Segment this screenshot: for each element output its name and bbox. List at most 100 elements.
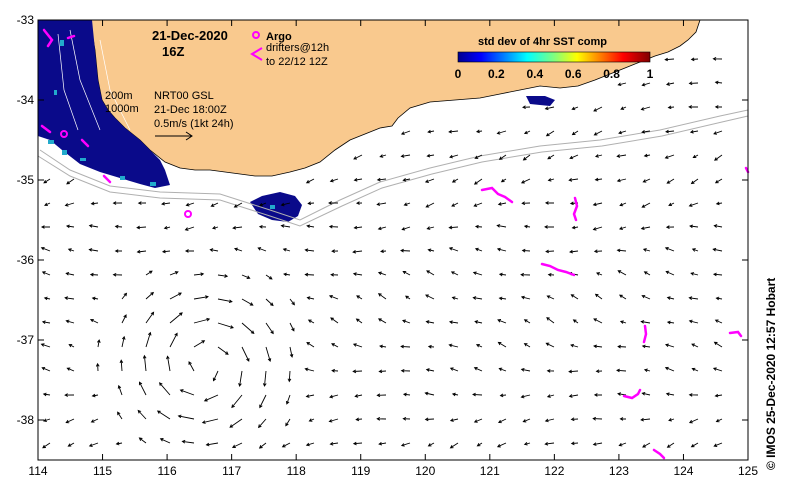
colorbar-tick-label: 0.4 — [526, 67, 543, 81]
current-arrow — [262, 370, 267, 387]
current-arrow — [594, 154, 603, 158]
current-arrow — [448, 225, 459, 230]
current-arrow — [259, 394, 267, 409]
current-arrow — [425, 368, 435, 372]
product-time-label: 21-Dec 18:00Z — [154, 104, 227, 116]
drifter-track — [540, 262, 576, 277]
current-arrow — [401, 226, 411, 231]
current-arrow — [690, 442, 699, 448]
x-tick-label: 115 — [93, 464, 112, 478]
current-arrow — [427, 248, 435, 253]
current-arrow — [448, 320, 459, 324]
current-arrow — [169, 312, 183, 324]
current-arrow — [426, 153, 435, 158]
current-arrow — [688, 105, 699, 109]
current-arrow — [282, 248, 291, 252]
current-arrow — [713, 224, 723, 228]
current-arrow — [449, 418, 459, 422]
current-arrow — [547, 272, 555, 277]
current-arrow — [257, 247, 267, 252]
current-arrow — [616, 154, 627, 158]
current-arrow — [203, 394, 219, 402]
current-arrow — [546, 317, 555, 324]
current-arrow — [571, 106, 579, 111]
current-arrow — [474, 247, 483, 252]
current-arrow — [641, 294, 651, 300]
current-arrow — [544, 418, 555, 423]
current-arrow — [142, 354, 147, 372]
y-tick-label: -35 — [17, 173, 35, 187]
current-arrow — [500, 178, 507, 183]
current-arrow — [280, 224, 291, 228]
current-arrow — [522, 105, 531, 110]
product-label: NRT00 GSL — [154, 90, 214, 102]
isobath-lines — [57, 29, 131, 131]
current-arrow — [691, 343, 699, 348]
contour-1000m-label: 1000m — [105, 103, 139, 115]
current-arrow — [713, 130, 723, 135]
current-arrow — [400, 344, 411, 349]
current-arrow — [161, 249, 171, 254]
current-arrow — [232, 226, 243, 230]
current-arrow — [619, 226, 627, 230]
current-arrow — [448, 247, 459, 252]
current-arrow — [545, 342, 555, 348]
current-arrow — [520, 394, 531, 399]
current-arrow — [355, 318, 363, 324]
current-arrow — [570, 441, 579, 446]
current-arrow — [258, 442, 267, 449]
current-arrow — [713, 341, 723, 348]
current-arrow — [593, 344, 603, 349]
current-arrow — [169, 271, 179, 276]
current-arrow — [666, 442, 675, 448]
current-arrow — [592, 416, 603, 421]
current-arrow — [330, 317, 339, 324]
current-arrow — [40, 246, 51, 252]
current-arrow — [114, 224, 123, 229]
current-arrow — [283, 272, 291, 277]
current-arrow — [233, 202, 243, 208]
current-arrow — [473, 178, 483, 185]
current-arrow — [712, 247, 723, 252]
current-arrow — [201, 418, 219, 424]
current-arrow — [546, 295, 555, 300]
current-arrow — [544, 441, 555, 446]
current-arrow — [617, 82, 627, 87]
current-arrow — [691, 248, 699, 252]
current-arrow — [238, 370, 243, 387]
current-arrow — [352, 343, 363, 348]
current-arrow — [450, 271, 459, 276]
y-tick-label: -38 — [17, 413, 35, 427]
current-arrow — [119, 359, 124, 372]
current-arrow — [642, 178, 651, 183]
current-arrow — [67, 442, 75, 447]
colorbar-tick-label: 0.6 — [565, 67, 582, 81]
current-arrow — [89, 318, 99, 324]
current-arrow — [329, 178, 339, 183]
current-arrow — [523, 343, 531, 348]
current-arrow — [521, 201, 531, 206]
current-arrow — [593, 130, 603, 136]
current-arrow — [88, 248, 99, 252]
x-tick-label: 114 — [28, 464, 47, 478]
current-arrow — [449, 442, 459, 449]
current-arrow — [547, 154, 555, 160]
current-arrow — [570, 294, 579, 300]
drifter-track — [42, 28, 54, 48]
sst-variance-cape — [250, 192, 302, 222]
current-arrow — [666, 178, 675, 184]
x-tick-label: 117 — [222, 464, 241, 478]
current-arrow — [289, 322, 295, 332]
current-arrow — [496, 224, 507, 228]
current-arrow — [545, 249, 555, 254]
current-arrow — [594, 293, 603, 300]
current-arrow — [474, 224, 483, 229]
current-arrow — [664, 154, 675, 159]
current-arrow — [145, 291, 155, 300]
current-arrow — [169, 332, 178, 348]
current-arrow — [451, 392, 459, 397]
current-arrow — [95, 362, 100, 372]
current-arrow — [402, 319, 411, 324]
current-arrow — [472, 271, 483, 276]
current-vectors — [40, 57, 723, 449]
